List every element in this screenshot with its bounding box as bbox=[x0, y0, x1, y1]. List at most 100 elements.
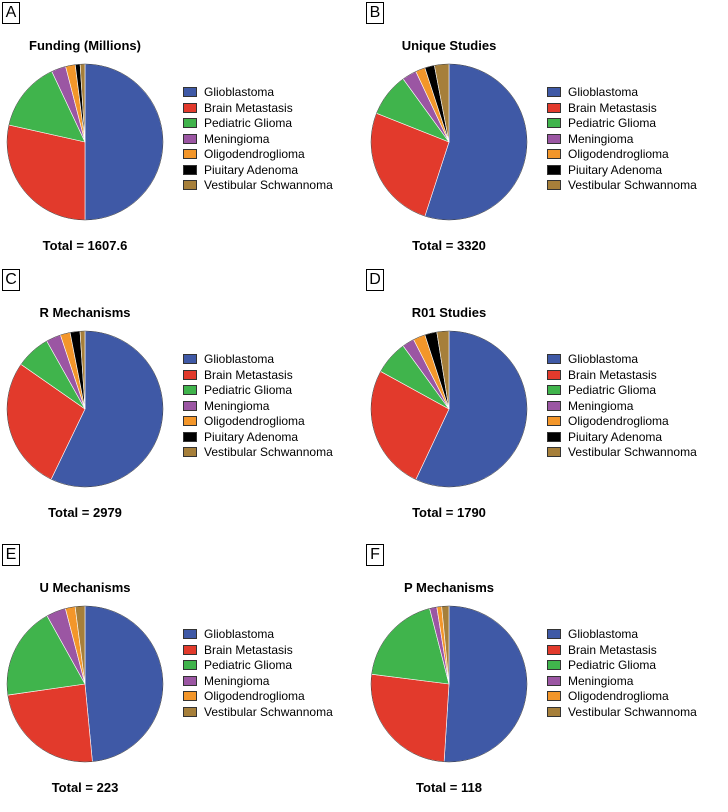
pie-chart bbox=[6, 63, 164, 221]
legend-label: Vestibular Schwannoma bbox=[204, 704, 333, 719]
legend-item: Brain Metastasis bbox=[547, 643, 697, 659]
total-label: Total = 1607.6 bbox=[42, 238, 128, 253]
pie-chart bbox=[370, 605, 528, 763]
legend-label: Piuitary Adenoma bbox=[568, 429, 663, 444]
panel-label: A bbox=[2, 2, 20, 24]
legend-swatch bbox=[183, 629, 197, 639]
legend-item: Meningioma bbox=[547, 399, 697, 415]
panel-label: E bbox=[2, 544, 20, 566]
total-label: Total = 2979 bbox=[48, 505, 122, 520]
legend-item: Vestibular Schwannoma bbox=[183, 445, 333, 461]
total-label: Total = 118 bbox=[416, 780, 482, 795]
pie-slice-glioblastoma bbox=[84, 605, 164, 762]
panel-label: F bbox=[366, 544, 384, 566]
pie-chart bbox=[6, 330, 164, 488]
panel-label: B bbox=[366, 2, 384, 24]
legend-label: Oligodendroglioma bbox=[204, 147, 305, 161]
pie-outline bbox=[6, 330, 164, 488]
legend-item: Oligodendroglioma bbox=[547, 689, 697, 705]
legend-label: Brain Metastasis bbox=[204, 367, 293, 382]
legend-item: Glioblastoma bbox=[547, 627, 697, 643]
pie-slice-glioblastoma bbox=[443, 605, 528, 763]
total-label: Total = 1790 bbox=[412, 505, 486, 520]
legend-item: Vestibular Schwannoma bbox=[547, 178, 697, 194]
legend-label: Vestibular Schwannoma bbox=[568, 704, 697, 719]
legend-label: Oligodendroglioma bbox=[568, 689, 669, 703]
pie-slice-brain-metastasis bbox=[7, 683, 93, 763]
legend-item: Brain Metastasis bbox=[547, 101, 697, 117]
legend-label: Meningioma bbox=[568, 398, 634, 413]
chart-title: Funding (Millions) bbox=[29, 38, 141, 53]
legend-swatch bbox=[183, 102, 197, 113]
legend-swatch bbox=[547, 629, 561, 639]
legend-item: Glioblastoma bbox=[183, 352, 333, 368]
legend-item: Meningioma bbox=[183, 674, 333, 690]
legend-item: Pediatric Glioma bbox=[547, 658, 697, 674]
legend-label: Glioblastoma bbox=[204, 352, 275, 366]
legend-item: Oligodendroglioma bbox=[547, 414, 697, 430]
legend-item: Oligodendroglioma bbox=[183, 147, 333, 163]
legend-label: Pediatric Glioma bbox=[568, 383, 657, 397]
legend-item: Vestibular Schwannoma bbox=[183, 178, 333, 194]
chart-title: R Mechanisms bbox=[39, 305, 131, 320]
legend-swatch bbox=[547, 447, 561, 457]
legend-label: Vestibular Schwannoma bbox=[568, 178, 697, 192]
legend-item: Vestibular Schwannoma bbox=[547, 705, 697, 721]
panel-f: F P Mechanisms Glioblastoma Brain Metasta… bbox=[364, 542, 728, 812]
legend: Glioblastoma Brain Metastasis Pediatric Gl… bbox=[547, 627, 697, 720]
legend-swatch bbox=[183, 706, 197, 717]
legend: Glioblastoma Brain Metastasis Pediatric Gl… bbox=[547, 352, 697, 461]
legend-item: Meningioma bbox=[547, 674, 697, 690]
chart-title: U Mechanisms bbox=[39, 580, 131, 595]
legend-item: Pediatric Glioma bbox=[183, 383, 333, 399]
legend-label: Brain Metastasis bbox=[204, 642, 293, 657]
legend-item: Oligodendroglioma bbox=[183, 689, 333, 705]
legend-label: Glioblastoma bbox=[568, 85, 639, 99]
legend-swatch bbox=[183, 447, 197, 457]
legend-item: Oligodendroglioma bbox=[183, 414, 333, 430]
legend: Glioblastoma Brain Metastasis Pediatric Gl… bbox=[183, 85, 333, 194]
legend-item: Brain Metastasis bbox=[183, 368, 333, 384]
legend-item: Meningioma bbox=[183, 399, 333, 415]
panel-b: B Unique Studies Glioblastoma Brain Metas… bbox=[364, 0, 728, 270]
legend-item: Brain Metastasis bbox=[183, 643, 333, 659]
legend-swatch bbox=[547, 118, 561, 128]
legend-item: Pediatric Glioma bbox=[547, 383, 697, 399]
legend-item: Pediatric Glioma bbox=[547, 116, 697, 132]
legend-label: Oligodendroglioma bbox=[568, 147, 669, 161]
legend-swatch bbox=[183, 660, 197, 670]
legend-swatch bbox=[183, 149, 197, 159]
legend-label: Vestibular Schwannoma bbox=[204, 178, 333, 192]
legend-swatch bbox=[547, 102, 561, 113]
legend-label: Vestibular Schwannoma bbox=[568, 445, 697, 459]
pie-outline bbox=[370, 605, 528, 763]
legend: Glioblastoma Brain Metastasis Pediatric Gl… bbox=[183, 352, 333, 461]
total-label: Total = 223 bbox=[51, 780, 119, 795]
legend-swatch bbox=[183, 416, 197, 426]
legend-swatch bbox=[183, 431, 197, 442]
legend-label: Meningioma bbox=[568, 131, 634, 146]
legend-label: Piuitary Adenoma bbox=[204, 162, 299, 177]
legend-item: Glioblastoma bbox=[183, 85, 333, 101]
legend-swatch bbox=[183, 354, 197, 364]
legend-label: Brain Metastasis bbox=[568, 642, 657, 657]
legend-item: Piuitary Adenoma bbox=[547, 430, 697, 446]
legend-swatch bbox=[183, 400, 197, 411]
legend-swatch bbox=[547, 369, 561, 380]
legend-swatch bbox=[547, 675, 561, 686]
legend-item: Meningioma bbox=[183, 132, 333, 148]
legend-label: Meningioma bbox=[204, 398, 270, 413]
legend-item: Piuitary Adenoma bbox=[547, 163, 697, 179]
panel-a: A Funding (Millions) Glioblastoma Brain M… bbox=[0, 0, 364, 270]
legend-label: Vestibular Schwannoma bbox=[204, 445, 333, 459]
legend-swatch bbox=[183, 675, 197, 686]
legend: Glioblastoma Brain Metastasis Pediatric Gl… bbox=[547, 85, 697, 194]
total-label: Total = 3320 bbox=[412, 238, 486, 253]
legend-swatch bbox=[547, 660, 561, 670]
legend-item: Meningioma bbox=[547, 132, 697, 148]
legend-label: Glioblastoma bbox=[568, 352, 639, 366]
legend-label: Brain Metastasis bbox=[568, 100, 657, 115]
legend-swatch bbox=[547, 385, 561, 395]
legend-item: Glioblastoma bbox=[183, 627, 333, 643]
legend-swatch bbox=[183, 385, 197, 395]
